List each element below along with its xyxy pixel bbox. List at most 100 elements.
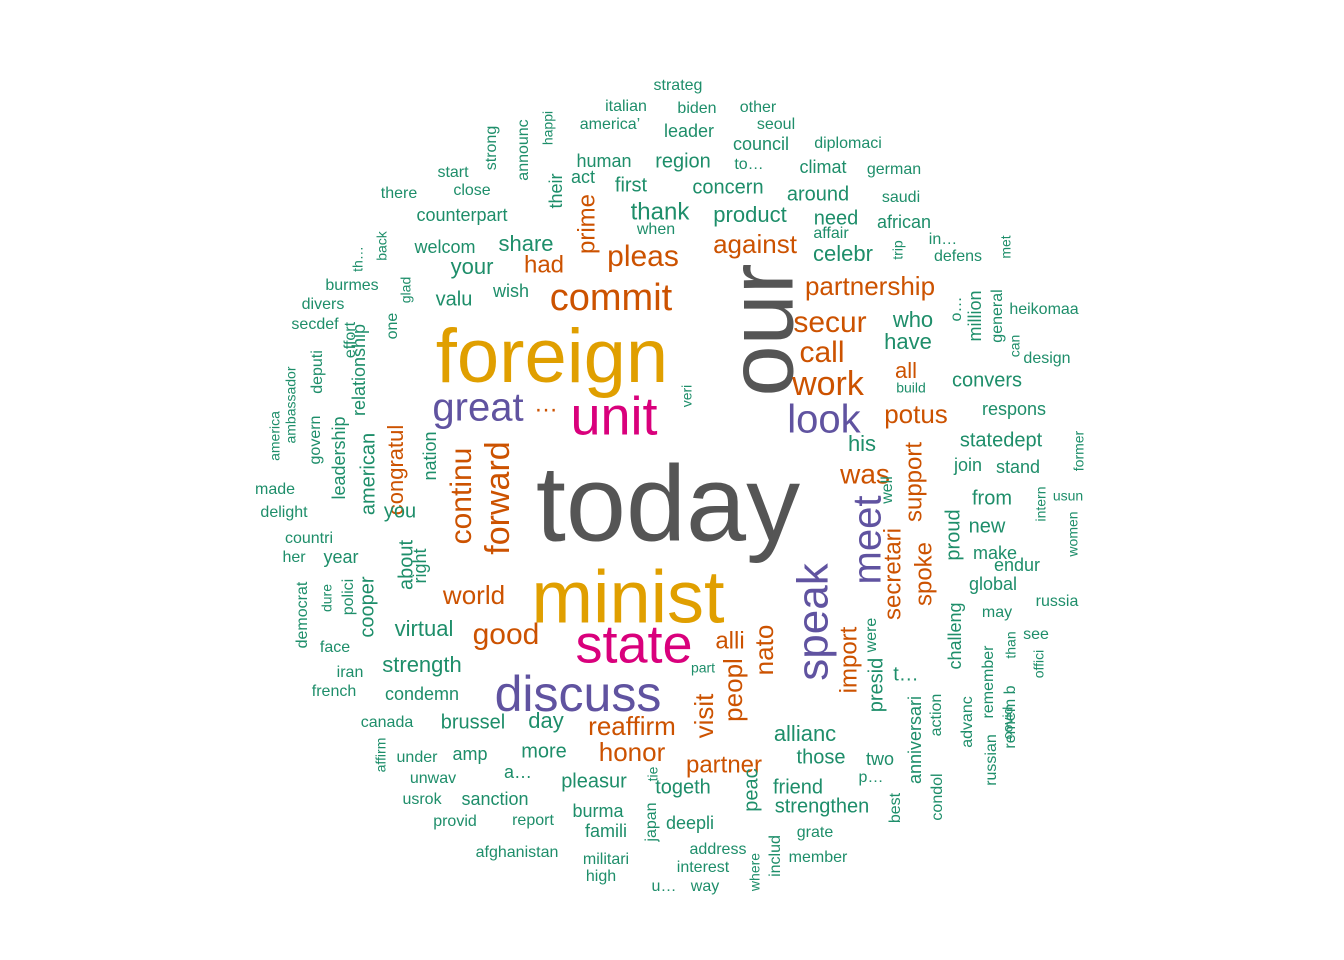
word-one-150: one [384,313,401,340]
word-celebr-56: celebr [813,241,873,266]
word-ambassador-143: ambassador [283,366,299,443]
word-face-134: face [320,639,350,656]
word-prime-37: prime [573,194,600,254]
word-trip-184: trip [890,240,906,260]
word-today-0: today [536,443,800,564]
word-interest-101: interest [677,859,730,876]
word-divers-155: divers [302,296,345,313]
word-pleas-15: pleas [607,240,679,273]
word-partnership-18: partnership [805,271,935,301]
word-affirm-125: affirm [373,738,389,773]
word-german-180: german [867,161,921,178]
word-glad-151: glad [398,277,414,303]
word-visit-29: visit [689,693,719,739]
word-look-10: look [787,398,861,442]
word-t-77: t… [893,663,919,685]
word-partner-32: partner [686,751,762,778]
word-close-163: close [453,182,490,199]
word-virtual-129: virtual [395,616,454,641]
word-welcom-45: welcom [413,237,475,257]
word-region-51: region [655,150,711,172]
word-cooper-130: cooper [356,576,378,637]
word-convers-60: convers [952,369,1022,391]
word-product-47: product [713,202,786,227]
word-strong-165: strong [483,126,500,170]
word-our-1: our [710,264,812,397]
word-forward-13: forward [479,441,517,554]
word-stand-64: stand [996,457,1040,477]
word-govern-144: govern [307,416,324,465]
word-day-115: day [528,708,563,733]
word-peac-98: peac [740,768,762,811]
word-former-199: former [1071,430,1087,471]
word-african-182: african [877,212,931,232]
word-pleasur-105: pleasur [561,770,627,792]
word-great-7: great [432,386,523,430]
word-congratul-35: congratul [383,425,408,516]
word-effort-149: effort [342,321,359,358]
word-year-138: year [323,547,358,567]
word-state-5: state [575,614,692,674]
word-secretari-24: secretari [879,528,906,620]
word-sanction-121: sanction [461,789,528,809]
word-action-84: action [928,694,945,737]
word-announc-166: announc [515,119,532,180]
word-veri-161: veri [679,385,695,408]
word-who-57: who [892,307,933,332]
word-italian-170: italian [605,98,647,115]
word-reaffirm-30: reaffirm [588,711,676,741]
word-affair-183: affair [813,225,849,242]
word-friend-91: friend [773,776,823,798]
word-iran-135: iran [337,664,364,681]
word-those-80: those [797,746,846,768]
word-part-200: part [691,660,715,676]
word-peopl-27: peopl [718,658,748,722]
word-where-104: where [747,853,763,892]
word-allianc-79: allianc [774,721,836,746]
word-strengthen-92: strengthen [775,795,870,817]
word-covid-88: covid [1000,707,1016,740]
word-condol-96: condol [929,773,946,820]
word-potus-21: potus [884,399,948,429]
word-heikomaa-188: heikomaa [1009,301,1078,318]
word-good-33: good [473,618,540,651]
word-member-94: member [789,849,848,866]
word-his-59: his [848,431,876,456]
word-was-20: was [839,458,890,489]
word-global-69: global [969,574,1017,594]
word-burmes-154: burmes [325,277,378,294]
word-ellipsis-39: … [534,390,558,417]
word-secdef-156: secdef [291,316,339,333]
word-remem-b-87: remem b [1002,685,1019,748]
word-amp-117: amp [452,744,487,764]
word-statedept-62: statedept [960,429,1043,451]
word-act-52: act [571,167,595,187]
word-minist-3: minist [531,556,725,639]
word-council-176: council [733,134,789,154]
word-there-162: there [381,185,418,202]
word-proud-70: proud [942,509,964,560]
word-thank-40: thank [631,198,691,225]
word-p-82: p… [859,769,884,786]
word-start-164: start [437,164,469,181]
word-happi-167: happi [540,111,556,145]
word-o-189: o… [948,297,965,322]
word-respons-61: respons [982,399,1046,419]
word-strateg-169: strateg [654,77,703,94]
word-back-152: back [374,230,390,261]
word-million-190: million [965,290,985,341]
word-relationship-148: relationship [349,324,369,416]
word-dure-132: dure [319,584,335,612]
word-right-159: right [410,548,430,583]
word-against-19: against [713,229,798,259]
word-concern-48: concern [692,176,763,198]
word-nation-160: nation [420,431,440,480]
word-discuss-6: discuss [495,666,662,722]
word-burma-106: burma [572,801,624,821]
word-wish-44: wish [492,281,529,301]
word-diplomaci-177: diplomaci [814,135,882,152]
word-offici-89: offici [1031,650,1047,679]
word-made-141: made [255,481,295,498]
word-remember-73: remember [980,645,997,719]
